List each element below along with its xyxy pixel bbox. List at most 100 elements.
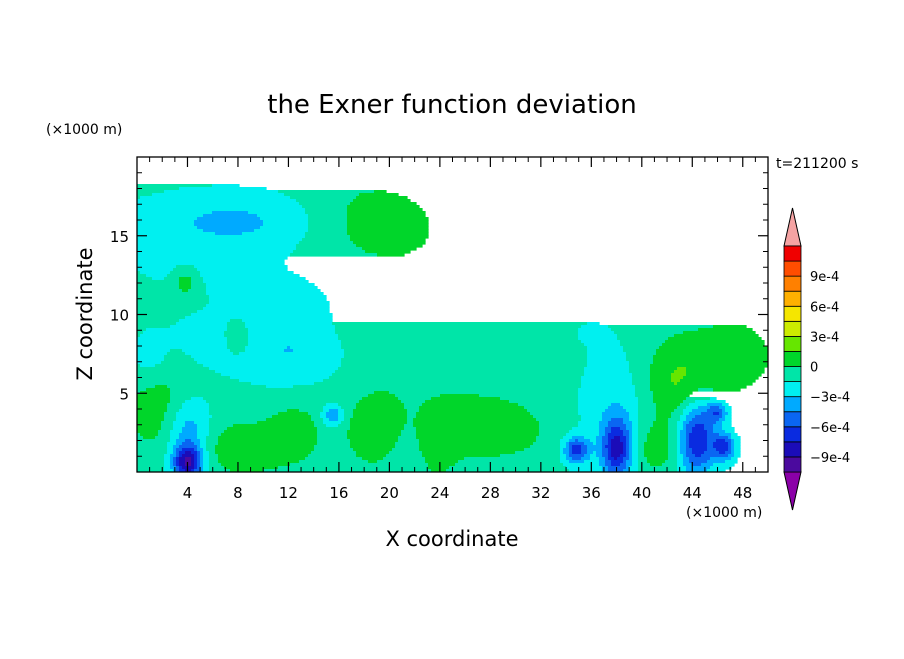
contour-cell xyxy=(209,460,219,464)
contour-cell xyxy=(179,286,192,290)
contour-cell xyxy=(389,391,579,395)
contour-cell xyxy=(620,439,627,443)
contour-cell xyxy=(581,445,588,449)
contour-cell xyxy=(611,442,624,446)
contour-field xyxy=(137,184,768,472)
contour-cell xyxy=(668,439,678,443)
contour-cell xyxy=(278,412,309,416)
colorbar-tick-label: 0 xyxy=(810,361,818,376)
contour-cell xyxy=(308,220,348,224)
contour-cell xyxy=(167,274,201,278)
contour-cell xyxy=(623,448,627,452)
contour-cell xyxy=(341,361,588,365)
contour-cell xyxy=(695,424,705,428)
contour-cell xyxy=(569,430,600,434)
contour-cell xyxy=(137,316,186,320)
colorbar-band xyxy=(783,260,802,277)
contour-cell xyxy=(686,367,765,371)
contour-cell xyxy=(176,460,180,464)
contour-cell xyxy=(608,325,714,329)
contour-cell xyxy=(632,376,651,380)
contour-cell xyxy=(587,448,603,452)
contour-cell xyxy=(323,421,342,425)
contour-cell xyxy=(668,457,678,461)
contour-cell xyxy=(137,424,162,428)
contour-cell xyxy=(224,430,318,434)
contour-cell xyxy=(185,424,198,428)
contour-cell xyxy=(536,439,561,443)
y-tick-label: 5 xyxy=(119,385,129,403)
contour-cell xyxy=(176,415,213,419)
contour-cell xyxy=(179,466,183,470)
contour-cell xyxy=(338,334,579,338)
contour-cell xyxy=(173,427,183,431)
contour-cell xyxy=(632,439,639,443)
contour-cell xyxy=(719,418,726,422)
contour-cell xyxy=(137,400,171,404)
contour-cell xyxy=(707,433,720,437)
contour-cell xyxy=(137,445,168,449)
colorbar-tick-label: −3e-4 xyxy=(810,391,850,406)
contour-cell xyxy=(197,226,261,230)
contour-cell xyxy=(581,418,603,422)
contour-cell xyxy=(623,469,630,472)
contour-cell xyxy=(728,442,732,446)
contour-cell xyxy=(608,457,615,461)
colorbar-band xyxy=(783,426,802,443)
contour-cell xyxy=(689,421,717,425)
x-tick-label: 36 xyxy=(582,484,601,502)
x-tick-label: 44 xyxy=(683,484,702,502)
contour-cell xyxy=(677,463,684,467)
contour-cell xyxy=(137,253,291,257)
contour-cell xyxy=(689,445,708,449)
contour-cell xyxy=(194,463,198,467)
contour-cell xyxy=(197,430,210,434)
contour-cell xyxy=(626,451,630,455)
contour-cell xyxy=(200,463,204,467)
contour-cell xyxy=(581,448,588,452)
contour-cell xyxy=(725,418,732,422)
contour-cell xyxy=(632,427,639,431)
contour-cell xyxy=(164,418,177,422)
contour-cell xyxy=(644,454,669,458)
contour-cell xyxy=(404,427,417,431)
x-tick-label: 32 xyxy=(531,484,550,502)
contour-cell xyxy=(176,466,180,470)
x-tick-label: 8 xyxy=(233,484,243,502)
contour-cell xyxy=(143,436,156,440)
contour-cell xyxy=(209,430,225,434)
contour-cell xyxy=(221,373,333,377)
contour-cell xyxy=(194,442,201,446)
contour-cell xyxy=(206,445,216,449)
contour-cell xyxy=(299,409,324,413)
contour-cell xyxy=(248,211,306,215)
contour-cell xyxy=(305,232,348,236)
contour-cell xyxy=(683,421,690,425)
contour-cell xyxy=(647,457,669,461)
contour-cell xyxy=(608,406,624,410)
contour-cell xyxy=(722,427,735,431)
contour-cell xyxy=(137,433,141,437)
contour-cell xyxy=(137,244,297,248)
contour-cell xyxy=(146,388,171,392)
x-tick-label: 48 xyxy=(733,484,752,502)
x-tick-label: 20 xyxy=(380,484,399,502)
contour-cell xyxy=(677,445,681,449)
contour-cell xyxy=(680,418,687,422)
colorbar-band xyxy=(783,245,802,262)
contour-cell xyxy=(152,193,285,197)
contour-cell xyxy=(584,373,633,377)
contour-cell xyxy=(623,451,627,455)
contour-cell xyxy=(407,418,414,422)
contour-cell xyxy=(230,319,243,323)
contour-cell xyxy=(677,439,681,443)
contour-cell xyxy=(608,433,624,437)
contour-cell xyxy=(137,223,195,227)
y-axis: 5 10 15 xyxy=(110,172,768,457)
contour-cell xyxy=(200,469,204,472)
contour-cell xyxy=(623,418,630,422)
contour-cell xyxy=(227,328,249,332)
contour-cell xyxy=(137,298,210,302)
contour-cell xyxy=(581,379,633,383)
contour-cell xyxy=(563,451,570,455)
